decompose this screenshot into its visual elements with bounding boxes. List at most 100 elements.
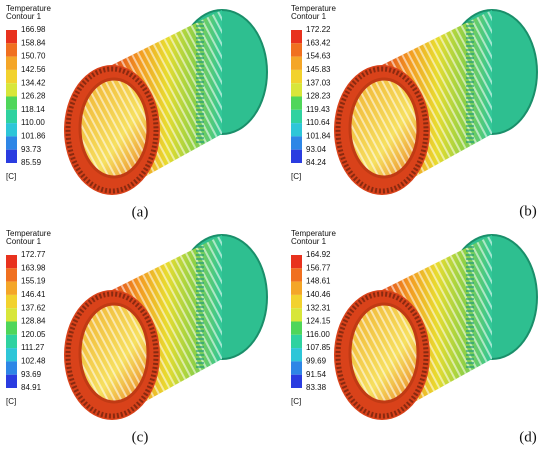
colorbar-band	[291, 255, 302, 269]
legend-level: 172.77	[21, 250, 46, 259]
colorbar-band	[291, 294, 302, 309]
legend-level: 107.85	[306, 343, 331, 352]
legend-level: 142.56	[21, 65, 46, 74]
legend-level: 134.42	[21, 78, 46, 87]
legend-title: Temperature	[291, 4, 336, 13]
colorbar-band	[291, 334, 302, 349]
colorbar-band	[6, 69, 17, 84]
legend-level: 164.92	[306, 250, 331, 259]
caption: (a)	[132, 204, 149, 220]
legend-level: 137.62	[21, 303, 46, 312]
colorbar-band	[6, 83, 17, 97]
colorbar-band	[6, 268, 17, 282]
colorbar-band	[291, 69, 302, 84]
colorbar-band	[6, 255, 17, 269]
legend-level: 110.64	[306, 118, 330, 127]
motor-contour	[64, 10, 267, 195]
colorbar-band	[6, 43, 17, 57]
colorbar-band	[291, 30, 302, 44]
colorbar-band	[291, 374, 302, 388]
legend-level: 132.31	[306, 303, 331, 312]
legend-level: 145.83	[306, 65, 331, 74]
legend-level: 158.84	[21, 38, 46, 47]
legend-level: 163.98	[21, 263, 46, 272]
legend-level: 124.15	[306, 317, 331, 326]
legend-level: 101.86	[21, 132, 46, 141]
colorbar-band	[291, 96, 302, 110]
colorbar-band	[6, 96, 17, 110]
legend-unit: [C]	[6, 172, 16, 181]
legend-level: 156.77	[306, 263, 331, 272]
colorbar-band	[6, 334, 17, 349]
legend-level: 163.42	[306, 38, 331, 47]
colorbar-band	[6, 56, 17, 70]
colorbar-band	[291, 109, 302, 124]
colorbar-band	[291, 361, 302, 375]
colorbar-band	[291, 43, 302, 57]
legend-level: 111.27	[21, 343, 45, 352]
legend-level: 172.22	[306, 25, 331, 34]
colorbar-band	[6, 30, 17, 44]
colorbar-band	[6, 123, 17, 137]
colorbar-band	[291, 149, 302, 163]
motor-contour	[334, 10, 537, 195]
legend-level: 102.48	[21, 357, 46, 366]
colorbar-band	[6, 374, 17, 388]
caption: (c)	[132, 429, 149, 445]
colorbar-band	[291, 136, 302, 150]
colorbar-band	[6, 149, 17, 163]
legend-level: 91.54	[306, 370, 327, 379]
colorbar-band	[291, 321, 302, 335]
legend-unit: [C]	[291, 172, 301, 181]
legend-level: 140.46	[306, 290, 331, 299]
legend-level: 154.63	[306, 52, 331, 61]
legend-level: 155.19	[21, 277, 46, 286]
colorbar-band	[291, 268, 302, 282]
motor-contour	[334, 235, 537, 420]
caption: (d)	[519, 429, 537, 445]
legend-level: 137.03	[306, 78, 331, 87]
legend-level: 85.59	[21, 158, 42, 167]
legend-level: 93.04	[306, 145, 327, 154]
legend-subtitle: Contour 1	[6, 237, 42, 246]
legend-subtitle: Contour 1	[291, 12, 327, 21]
legend-level: 150.70	[21, 52, 46, 61]
legend-level: 118.14	[21, 105, 45, 114]
legend-level: 116.00	[306, 330, 330, 339]
legend-level: 84.91	[21, 383, 42, 392]
colorbar-band	[6, 308, 17, 322]
legend-unit: [C]	[291, 397, 301, 406]
legend-level: 148.61	[306, 277, 331, 286]
legend-level: 119.43	[306, 105, 330, 114]
motor-contour	[64, 235, 267, 420]
colorbar-band	[6, 348, 17, 362]
legend-subtitle: Contour 1	[6, 12, 42, 21]
legend-title: Temperature	[291, 229, 336, 238]
legend-level: 146.41	[21, 290, 46, 299]
colorbar-band	[6, 281, 17, 295]
legend-level: 128.84	[21, 317, 46, 326]
legend-unit: [C]	[6, 397, 16, 406]
colorbar-band	[291, 348, 302, 362]
legend-title: Temperature	[6, 4, 51, 13]
legend-level: 93.69	[21, 370, 42, 379]
legend-level: 84.24	[306, 158, 327, 167]
legend-level: 110.00	[21, 118, 45, 127]
colorbar-band	[291, 281, 302, 295]
legend-level: 120.05	[21, 330, 46, 339]
colorbar-band	[6, 136, 17, 150]
legend-level: 166.98	[21, 25, 46, 34]
colorbar-band	[291, 83, 302, 97]
legend-level: 128.23	[306, 92, 331, 101]
legend-title: Temperature	[6, 229, 51, 238]
caption: (b)	[519, 203, 537, 219]
legend-level: 99.69	[306, 357, 327, 366]
legend-level: 83.38	[306, 383, 327, 392]
legend-subtitle: Contour 1	[291, 237, 327, 246]
colorbar-band	[6, 294, 17, 309]
colorbar-band	[291, 308, 302, 322]
